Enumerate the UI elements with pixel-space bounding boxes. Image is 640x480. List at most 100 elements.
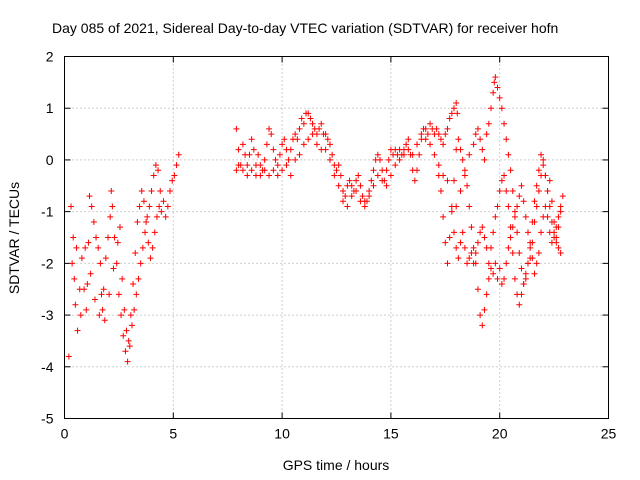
data-point <box>73 244 80 251</box>
data-point <box>472 250 479 257</box>
data-point <box>136 203 143 210</box>
data-point <box>233 125 240 132</box>
data-point <box>108 187 115 194</box>
data-point <box>132 250 139 257</box>
data-point <box>153 213 160 220</box>
data-point <box>531 270 538 277</box>
data-point <box>90 218 97 225</box>
data-point <box>481 156 488 163</box>
data-point <box>105 234 112 241</box>
data-point <box>261 167 268 174</box>
data-point <box>490 229 497 236</box>
data-point <box>466 151 473 158</box>
data-point <box>405 136 412 143</box>
data-point <box>453 100 460 107</box>
data-point <box>470 244 477 251</box>
data-point <box>483 131 490 138</box>
data-point <box>509 250 516 257</box>
data-point <box>344 203 351 210</box>
data-point <box>116 224 123 231</box>
y-axis-label: SDTVAR / TECUs <box>6 182 22 294</box>
data-point <box>405 146 412 153</box>
data-point <box>155 167 162 174</box>
data-point <box>524 229 531 236</box>
data-point <box>148 187 155 194</box>
data-point <box>342 193 349 200</box>
data-point <box>505 151 512 158</box>
data-point <box>481 234 488 241</box>
data-point <box>281 136 288 143</box>
data-point <box>146 203 153 210</box>
y-tick-label: -1 <box>41 204 54 220</box>
series-track-a <box>68 162 164 365</box>
data-point <box>409 151 416 158</box>
data-point <box>99 306 106 313</box>
x-tick-label: 5 <box>169 426 177 442</box>
y-tick-label: -3 <box>41 307 54 323</box>
series-track-d <box>233 131 564 308</box>
x-tick-label: 0 <box>61 426 69 442</box>
data-point <box>268 131 275 138</box>
data-point <box>548 198 555 205</box>
data-point <box>400 151 407 158</box>
data-point <box>333 167 340 174</box>
y-tick-label: -2 <box>41 255 54 271</box>
data-point <box>451 105 458 112</box>
data-point <box>130 281 137 288</box>
data-point <box>340 198 347 205</box>
data-point <box>538 151 545 158</box>
data-point <box>270 167 277 174</box>
data-point <box>233 167 240 174</box>
data-point <box>294 136 301 143</box>
data-point <box>122 348 129 355</box>
data-point <box>503 187 510 194</box>
data-point <box>298 115 305 122</box>
axis-ticks <box>64 56 609 419</box>
data-point <box>474 286 481 293</box>
data-point <box>77 312 84 319</box>
data-point <box>162 213 169 220</box>
data-point <box>137 260 144 267</box>
data-point <box>98 291 105 298</box>
grid-lines <box>64 56 609 419</box>
data-point <box>472 260 479 267</box>
data-point <box>96 312 103 319</box>
data-point <box>106 291 113 298</box>
data-point <box>459 156 466 163</box>
data-point <box>454 110 461 117</box>
data-point <box>461 167 468 174</box>
data-point <box>494 275 501 282</box>
data-point <box>522 270 529 277</box>
chart-title: Day 085 of 2021, Sidereal Day-to-day VTE… <box>52 20 558 36</box>
data-point <box>474 125 481 132</box>
data-point <box>442 239 449 246</box>
data-point <box>377 156 384 163</box>
y-tick-labels: 2 1 0 -1 -2 -3 -4 -5 <box>41 49 54 427</box>
data-point <box>71 275 78 282</box>
data-point <box>135 275 142 282</box>
data-point <box>124 358 131 365</box>
data-point <box>490 89 497 96</box>
data-point <box>448 110 455 117</box>
data-point <box>516 301 523 308</box>
data-point <box>559 193 566 200</box>
data-point <box>274 172 281 179</box>
data-point <box>464 182 471 189</box>
data-point <box>542 172 549 179</box>
data-point <box>403 141 410 148</box>
data-point <box>357 198 364 205</box>
data-point <box>503 136 510 143</box>
data-point <box>248 167 255 174</box>
data-point <box>152 162 159 169</box>
data-point <box>498 281 505 288</box>
data-point <box>318 120 325 127</box>
data-point <box>457 146 464 153</box>
data-point <box>494 203 501 210</box>
data-point <box>383 182 390 189</box>
data-point <box>501 120 508 127</box>
data-point <box>157 187 164 194</box>
data-point <box>370 182 377 189</box>
data-point <box>248 136 255 143</box>
data-point <box>167 187 174 194</box>
data-point <box>496 187 503 194</box>
